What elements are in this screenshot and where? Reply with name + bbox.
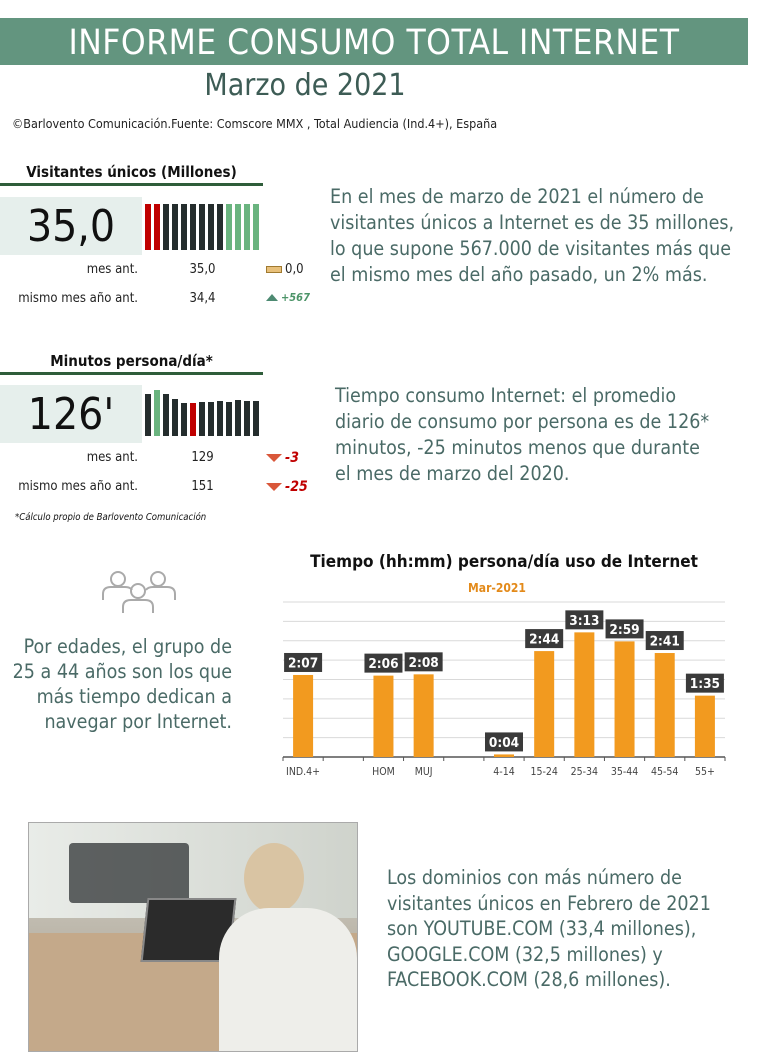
chart-series-label: Mar-2021 — [468, 581, 526, 595]
trend-bar — [172, 399, 178, 436]
minutes-title: Minutos persona/día* — [0, 352, 263, 375]
trend-bar — [244, 204, 250, 250]
age-time-bar-chart: IND.4+ 2:07 HOM 2:06 MUJ 2:08 4-14 0:04 15-24 2:4… — [282, 601, 726, 778]
bar — [694, 695, 715, 757]
flat-indicator-icon — [266, 266, 282, 273]
bar — [373, 675, 394, 757]
bar — [413, 674, 434, 757]
trend-bar — [226, 204, 232, 250]
minutes-trend-bars — [145, 390, 263, 436]
up-triangle-icon — [266, 294, 278, 301]
trend-bar — [145, 394, 151, 436]
x-tick-label: 55+ — [695, 766, 715, 778]
data-label-box — [645, 631, 684, 651]
bar — [534, 651, 555, 757]
trend-bar — [190, 403, 196, 436]
people-group-icon — [102, 571, 176, 613]
visitors-prev-month-diff: 0,0 — [285, 262, 304, 277]
trend-bar — [235, 400, 241, 436]
trend-bar — [163, 204, 169, 250]
report-title: INFORME CONSUMO TOTAL INTERNET — [0, 18, 748, 65]
bar — [654, 653, 675, 757]
x-tick-label: 45-54 — [651, 766, 678, 778]
data-label-box — [525, 629, 564, 649]
minutes-prev-year-value: 151 — [191, 479, 214, 494]
trend-bar — [253, 401, 259, 436]
minutes-description: Tiempo consumo Internet: el promedio dia… — [335, 384, 710, 485]
data-label-box — [284, 652, 323, 672]
trend-bar — [208, 204, 214, 250]
trend-bar — [217, 204, 223, 250]
trend-bar — [199, 204, 205, 250]
trend-bar — [190, 204, 196, 250]
visitors-title: Visitantes únicos (Millones) — [0, 163, 263, 186]
ages-description: Por edades, el grupo de 25 a 44 años son… — [12, 635, 232, 733]
minutes-prev-month-diff: -3 — [285, 450, 299, 466]
trend-bar — [244, 401, 250, 436]
visitors-value: 35,0 — [0, 197, 142, 255]
trend-bar — [181, 403, 187, 436]
data-label: 1:35 — [690, 676, 720, 692]
trend-bar — [154, 390, 160, 436]
minutes-prev-year-diff: -25 — [285, 479, 308, 495]
data-label-box — [565, 610, 604, 630]
data-label: 2:44 — [529, 632, 559, 648]
domains-description: Los dominios con más número de visitante… — [387, 866, 711, 991]
trend-bar — [235, 204, 241, 250]
trend-bar — [226, 402, 232, 436]
minutes-value: 126' — [0, 385, 142, 443]
data-label: 2:59 — [609, 622, 639, 638]
bar — [574, 632, 595, 757]
x-tick-label: 4-14 — [493, 766, 514, 778]
trend-bar — [145, 204, 151, 250]
bar — [494, 754, 514, 757]
data-label: 2:08 — [409, 655, 439, 671]
minutes-prev-month-label: mes ant. — [86, 450, 138, 465]
data-label-box — [685, 673, 724, 693]
trend-bar — [253, 204, 259, 250]
minutes-prev-year-label: mismo mes año ant. — [18, 479, 138, 494]
x-tick-label: MUJ — [415, 766, 433, 778]
data-label: 0:04 — [489, 735, 519, 751]
data-label-box — [485, 732, 523, 752]
trend-bar — [208, 402, 214, 436]
office-laptop-photo — [28, 822, 358, 1052]
visitors-prev-month-label: mes ant. — [86, 262, 138, 277]
source-note: ©Barlovento Comunicación.Fuente: Comscor… — [12, 116, 498, 131]
x-tick-label: IND.4+ — [286, 766, 320, 778]
trend-bar — [154, 204, 160, 250]
trend-bar — [163, 394, 169, 436]
footnote: *Cálculo propio de Barlovento Comunicaci… — [15, 512, 207, 523]
x-tick-label: 25-34 — [571, 766, 598, 778]
data-label: 2:07 — [288, 655, 318, 671]
visitors-prev-year-value: 34,4 — [189, 291, 216, 306]
trend-bar — [172, 204, 178, 250]
visitors-prev-year-label: mismo mes año ant. — [18, 291, 138, 306]
data-label: 3:13 — [569, 613, 599, 629]
down-triangle-icon — [266, 454, 282, 462]
visitors-prev-month-value: 35,0 — [189, 262, 216, 277]
report-subtitle: Marzo de 2021 — [204, 68, 406, 103]
data-label-box — [605, 619, 644, 639]
chart-title: Tiempo (hh:mm) persona/día uso de Intern… — [310, 552, 698, 572]
x-tick-label: 35-44 — [611, 766, 638, 778]
x-tick-label: 15-24 — [530, 766, 557, 778]
trend-bar — [181, 204, 187, 250]
visitors-prev-year-diff: +567 — [281, 291, 310, 304]
data-label: 2:06 — [368, 656, 398, 672]
data-label-box — [404, 652, 443, 672]
trend-bar — [199, 402, 205, 436]
minutes-prev-month-value: 129 — [191, 450, 214, 465]
bar — [293, 674, 314, 757]
visitors-description: En el mes de marzo de 2021 el número de … — [330, 185, 735, 286]
data-label-box — [364, 653, 403, 673]
x-tick-label: HOM — [372, 766, 395, 778]
data-label: 2:41 — [650, 634, 680, 650]
trend-bar — [217, 401, 223, 436]
down-triangle-icon — [266, 483, 282, 491]
visitors-trend-bars — [145, 204, 263, 250]
bar — [614, 641, 635, 757]
